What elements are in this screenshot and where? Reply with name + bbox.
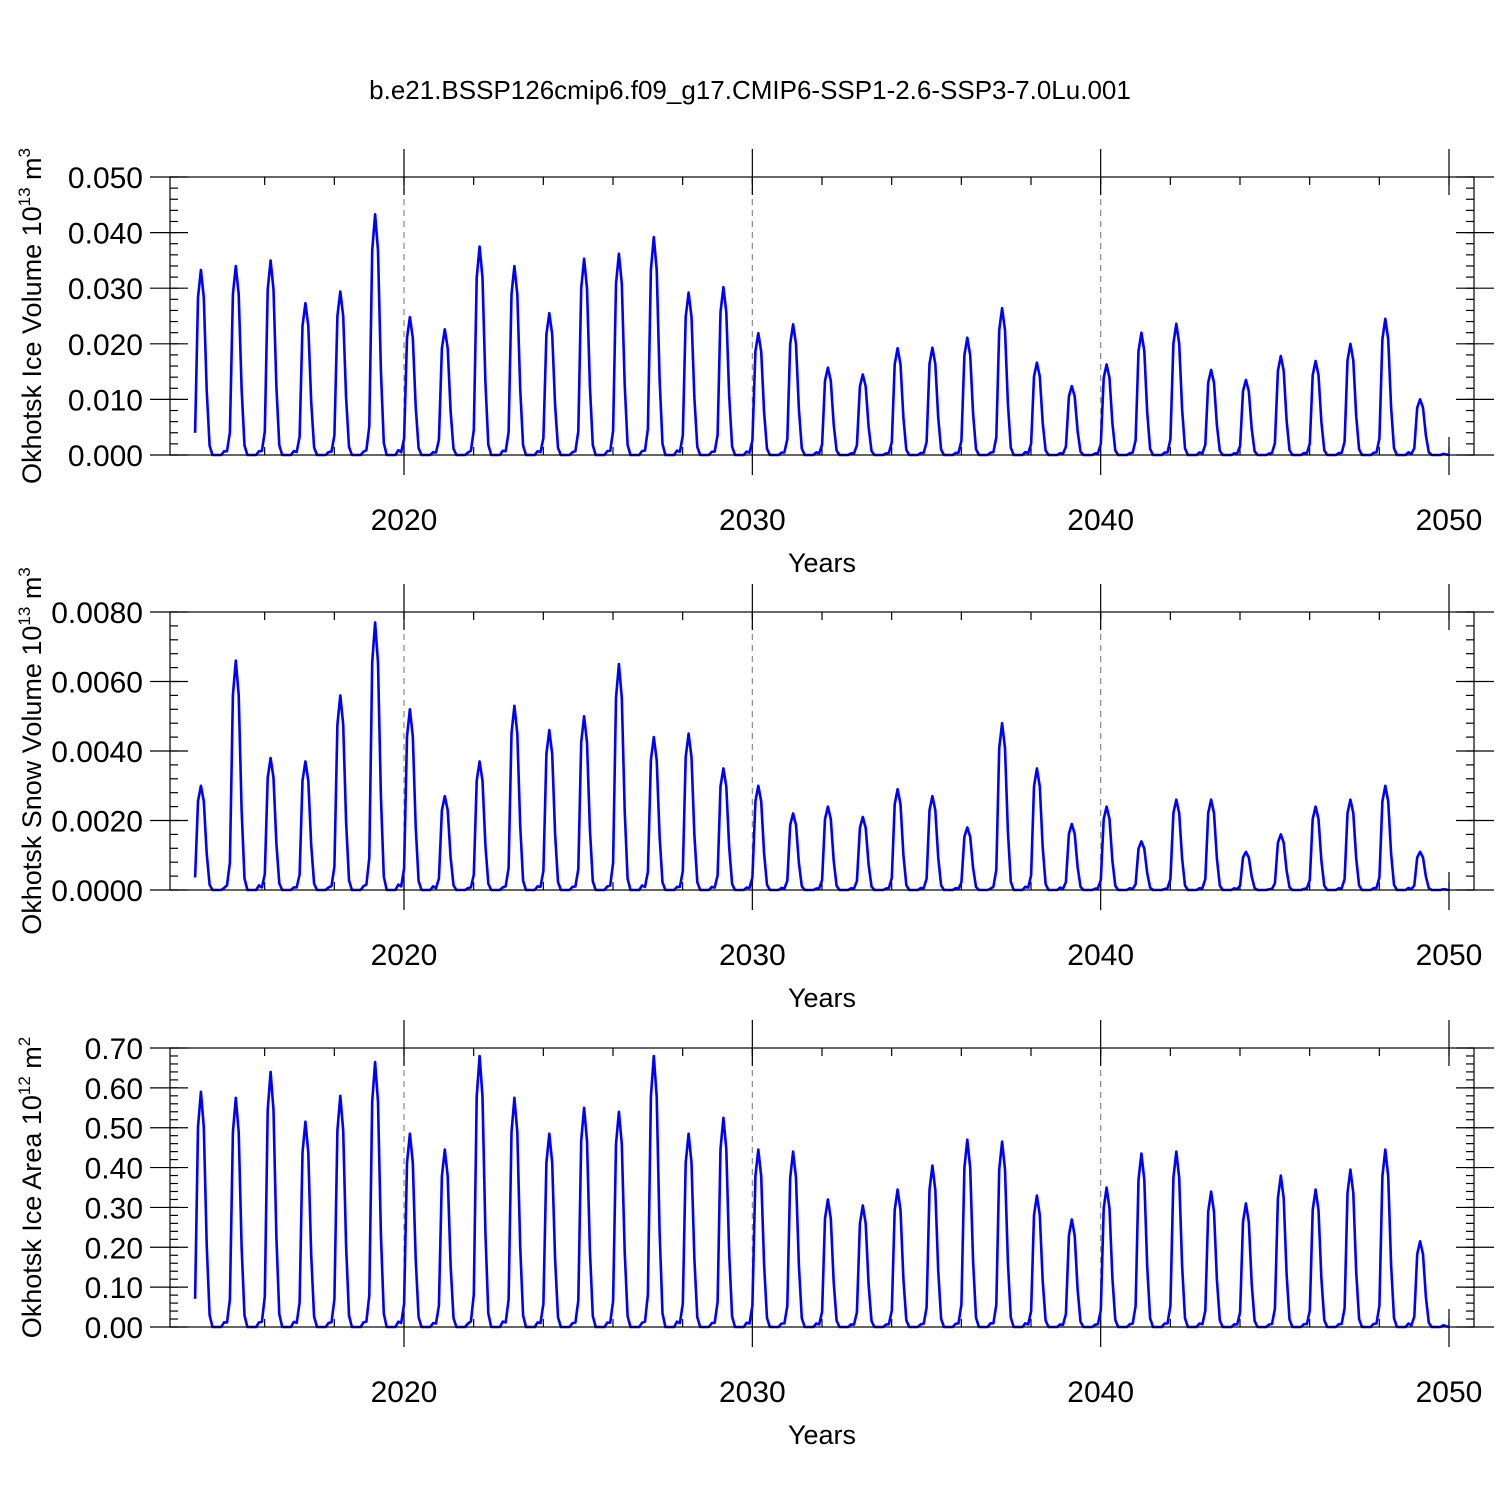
y-tick-label: 0.000	[68, 440, 143, 473]
y-axis-title-main: Okhotsk Snow Volume 10	[17, 626, 47, 935]
y-axis-title-unit: m	[17, 577, 47, 607]
y-axis-title-unit: m	[17, 1046, 47, 1076]
y-axis-title-unit: m	[17, 157, 47, 187]
x-tick-label: 2020	[371, 504, 438, 537]
x-tick-label: 2050	[1416, 504, 1483, 537]
y-axis-title-main: Okhotsk Ice Volume 10	[17, 206, 47, 484]
y-tick-label: 0.30	[85, 1192, 143, 1225]
x-tick-label: 2030	[719, 939, 786, 972]
y-tick-label: 0.0080	[51, 597, 143, 630]
plot-frame	[169, 1047, 1475, 1328]
plot-frame	[169, 611, 1475, 891]
y-axis-title-unit-exponent: 3	[15, 567, 34, 576]
y-tick-label: 0.40	[85, 1153, 143, 1186]
chart-panel-2: 0.0000 0.0020 0.0040 0.0060 0.0080 2020 2030 20…	[15, 567, 1494, 1013]
y-axis-title-unit-exponent: 2	[15, 1037, 34, 1046]
y-axis-title-unit-exponent: 3	[15, 148, 34, 157]
y-tick-label: 0.60	[85, 1073, 143, 1106]
y-tick-label: 0.0000	[51, 875, 143, 908]
y-tick-label: 0.50	[85, 1113, 143, 1146]
x-tick-label: 2020	[371, 1376, 438, 1409]
x-tick-label: 2050	[1416, 1376, 1483, 1409]
x-tick-label: 2030	[719, 504, 786, 537]
y-axis-title-exponent: 12	[15, 1076, 34, 1095]
y-tick-label: 0.0020	[51, 806, 143, 839]
y-tick-label: 0.00	[85, 1312, 143, 1345]
y-tick-label: 0.70	[85, 1033, 143, 1066]
x-tick-label: 2030	[719, 1376, 786, 1409]
y-axis-title-exponent: 13	[15, 607, 34, 626]
x-tick-label: 2050	[1416, 939, 1483, 972]
plot-frame	[169, 176, 1475, 456]
chart-panel-3: 0.00 0.10 0.20 0.30 0.40 0.50 0.60 0.70 2020 2030…	[15, 1020, 1494, 1450]
y-tick-label: 0.040	[68, 218, 143, 251]
y-tick-label: 0.10	[85, 1272, 143, 1305]
series-line	[193, 1054, 1450, 1329]
x-tick-label: 2040	[1067, 939, 1134, 972]
x-axis-title: Years	[788, 548, 856, 578]
y-tick-label: 0.0060	[51, 667, 143, 700]
y-axis-title: Okhotsk Ice Area 1012 m2	[15, 1037, 47, 1339]
series-line	[193, 213, 1450, 457]
chart-panel-1: 0.000 0.010 0.020 0.030 0.040 0.050 2020 2030 20…	[15, 148, 1494, 578]
y-axis-title-main: Okhotsk Ice Area 10	[17, 1095, 47, 1338]
y-axis-title: Okhotsk Snow Volume 1013 m3	[15, 567, 47, 935]
figure-title: b.e21.BSSP126cmip6.f09_g17.CMIP6-SSP1-2.…	[369, 75, 1131, 105]
y-tick-label: 0.030	[68, 273, 143, 306]
x-axis-title: Years	[788, 983, 856, 1013]
y-tick-label: 0.0040	[51, 736, 143, 769]
y-tick-label: 0.020	[68, 329, 143, 362]
y-tick-label: 0.010	[68, 384, 143, 417]
x-tick-label: 2040	[1067, 1376, 1134, 1409]
y-tick-label: 0.050	[68, 162, 143, 195]
series-line	[193, 621, 1450, 892]
x-axis-title: Years	[788, 1420, 856, 1450]
x-tick-label: 2020	[371, 939, 438, 972]
x-tick-label: 2040	[1067, 504, 1134, 537]
y-axis-title: Okhotsk Ice Volume 1013 m3	[15, 148, 47, 484]
y-axis-title-exponent: 13	[15, 187, 34, 206]
y-tick-label: 0.20	[85, 1232, 143, 1265]
